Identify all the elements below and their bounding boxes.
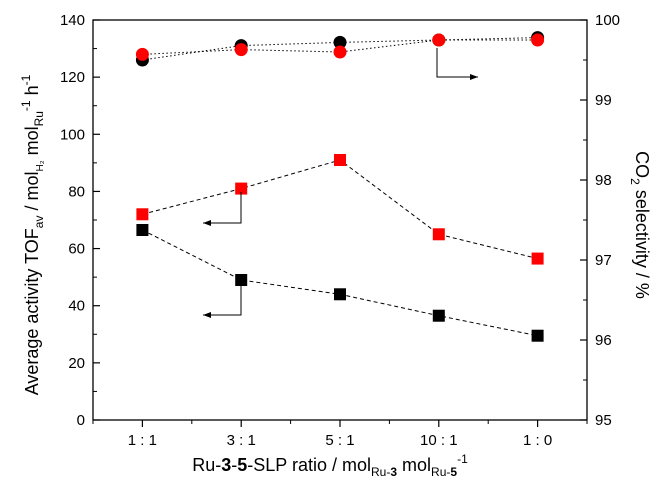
data-point-square — [235, 274, 248, 286]
data-point-square — [136, 208, 149, 221]
x-tick-label: 1 : 0 — [523, 432, 552, 449]
data-point-square — [235, 182, 248, 195]
series-line — [142, 229, 538, 337]
ticks-group: 0 20 40 60 80 100 120 140 95 96 97 98 99 100 1 : 1 3 : … — [60, 12, 620, 449]
circle-arrow-line — [436, 48, 478, 78]
right-tick-label: 96 — [595, 332, 612, 349]
left-tick-label: 120 — [60, 69, 85, 86]
right-tick-label: 100 — [595, 12, 620, 29]
red-square-arrow-head — [203, 220, 211, 226]
left-tick-label: 140 — [60, 12, 85, 29]
x-tick-label: 3 : 1 — [227, 432, 256, 449]
data-point-circle — [531, 33, 545, 47]
series-line — [142, 159, 538, 260]
data-point-circle — [135, 47, 149, 61]
left-tick-label: 0 — [77, 412, 85, 429]
left-tick-label: 20 — [68, 355, 85, 372]
right-tick-label: 99 — [595, 92, 612, 109]
right-tick-label: 97 — [595, 252, 612, 269]
x-tick-label: 10 : 1 — [420, 432, 458, 449]
data-point-circle — [333, 45, 347, 59]
black-square-arrow-head — [203, 312, 211, 318]
x-tick-label: 1 : 1 — [128, 432, 157, 449]
data-point-square — [334, 288, 346, 301]
data-point-circle — [432, 33, 446, 47]
x-axis-label: Ru-3-5-SLP ratio / molRu-3 molRu-5-1 — [192, 452, 468, 479]
data-point-square — [432, 228, 445, 241]
data-point-square — [531, 329, 544, 342]
arrows-group — [203, 48, 478, 318]
data-point-circle — [234, 43, 248, 57]
data-point-square — [136, 224, 149, 236]
axes-group — [92, 19, 588, 421]
right-tick-label: 95 — [595, 412, 612, 429]
data-point-square — [531, 252, 544, 265]
data-point-square — [334, 154, 346, 166]
left-tick-label: 80 — [68, 183, 85, 200]
plot-frame — [92, 19, 588, 421]
red-square-arrow-line — [203, 192, 242, 224]
series-group — [135, 31, 545, 342]
left-tick-label: 40 — [68, 298, 85, 315]
left-tick-label: 100 — [60, 126, 85, 143]
left-axis-label: Average activity TOFav / molH₂ molRu-1 h… — [19, 74, 46, 395]
circle-arrow-head — [470, 74, 478, 80]
right-tick-label: 98 — [595, 172, 612, 189]
data-point-circle — [333, 35, 347, 49]
right-axis-label: CO2 selectivity / % — [628, 151, 652, 299]
x-tick-label: 5 : 1 — [325, 432, 354, 449]
data-point-square — [432, 309, 445, 322]
black-square-arrow-line — [203, 282, 242, 316]
left-tick-label: 60 — [68, 241, 85, 258]
